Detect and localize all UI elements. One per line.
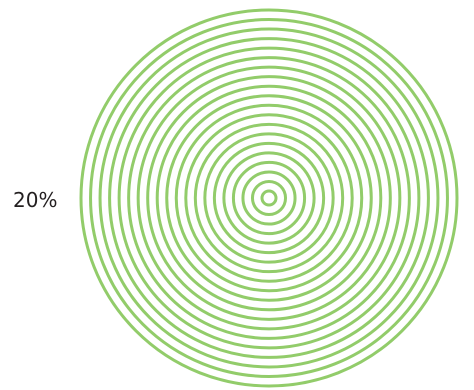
ring-3 (241, 170, 297, 226)
ring-10 (174, 103, 364, 293)
ring-15 (127, 56, 411, 340)
ring-1 (260, 189, 278, 207)
ring-16 (117, 46, 421, 350)
ring-17 (108, 37, 430, 359)
ring-7 (203, 132, 335, 264)
ring-18 (98, 27, 440, 369)
ring-13 (146, 75, 392, 321)
percent-label: 20% (13, 188, 58, 212)
ring-6 (212, 141, 326, 255)
ring-4 (231, 160, 307, 236)
ring-2 (250, 179, 288, 217)
ring-5 (222, 151, 316, 245)
ring-14 (136, 65, 402, 331)
ring-20 (79, 8, 459, 388)
ring-19 (89, 18, 449, 378)
ring-9 (184, 113, 354, 283)
ring-12 (155, 84, 383, 312)
ring-11 (165, 94, 373, 302)
ring-8 (193, 122, 345, 274)
rings-group (79, 8, 459, 388)
